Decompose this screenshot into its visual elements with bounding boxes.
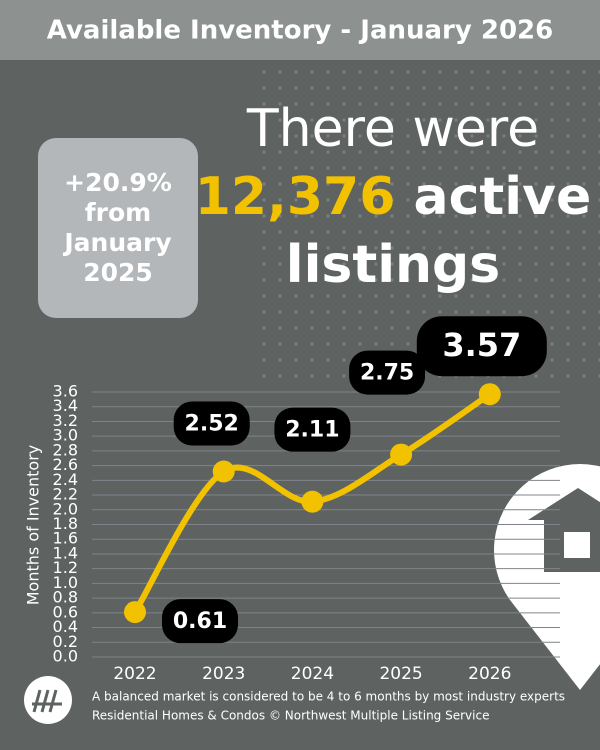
headline-number: 12,376 [195,167,396,227]
value-label-bg [162,599,238,644]
y-tick-label: 0.0 [53,647,78,666]
data-point [301,490,324,513]
y-tick-label: 1.0 [53,573,78,592]
y-tick-label: 3.2 [53,411,78,430]
value-label-bg [274,407,351,452]
data-point [390,443,413,466]
value-label: 3.57 [442,326,521,364]
y-tick-label: 3.0 [53,426,78,445]
y-tick-label: 0.8 [53,588,78,607]
footer-text: A balanced market is considered to be 4 … [92,690,565,704]
data-point [212,460,235,483]
data-point [124,601,146,624]
value-label: 2.11 [285,418,339,443]
y-tick-label: 2.6 [53,455,78,474]
value-label-bg [173,401,250,446]
y-tick-label: 3.6 [53,382,78,401]
header-bar [0,0,600,60]
x-tick-label: 2026 [468,664,511,684]
y-tick-label: 1.6 [53,529,78,548]
y-tick-label: 0.6 [53,602,78,621]
y-tick-label: 2.4 [53,470,78,489]
header-title: Available Inventory - January 2026 [47,16,553,46]
x-tick-label: 2025 [379,664,422,684]
badge-text: 2025 [83,258,153,287]
value-label: 0.61 [173,609,227,634]
y-tick-label: 2.0 [53,499,78,518]
y-tick-label: 2.8 [53,440,78,459]
headline-line: listings [286,235,500,295]
badge-text: +20.9% [64,168,172,197]
house-door [564,532,590,558]
x-tick-label: 2023 [202,664,245,684]
value-label-bg [349,350,426,395]
logo [24,676,72,724]
y-axis-title: Months of Inventory [24,445,43,606]
headline-line: There were [246,99,539,159]
value-label: 2.75 [360,361,414,386]
badge-text: from [85,198,151,227]
value-label-bg [416,316,547,377]
footer-text: Residential Homes & Condos © Northwest M… [92,709,489,723]
y-tick-label: 1.4 [53,543,78,562]
y-tick-label: 1.8 [53,514,78,533]
headline-word: active [414,167,592,227]
y-tick-label: 0.4 [53,617,78,636]
logo-mark [32,689,62,713]
badge-text: January [62,228,171,257]
y-tick-label: 1.2 [53,558,78,577]
data-point [478,383,501,406]
x-tick-label: 2022 [113,664,156,684]
headline-line: 12,376 active [195,167,592,227]
value-label: 2.52 [185,412,239,437]
y-tick-label: 0.2 [53,632,78,651]
badge [38,138,198,318]
y-tick-label: 2.2 [53,485,78,504]
x-tick-label: 2024 [291,664,334,684]
y-tick-label: 3.4 [53,396,78,415]
